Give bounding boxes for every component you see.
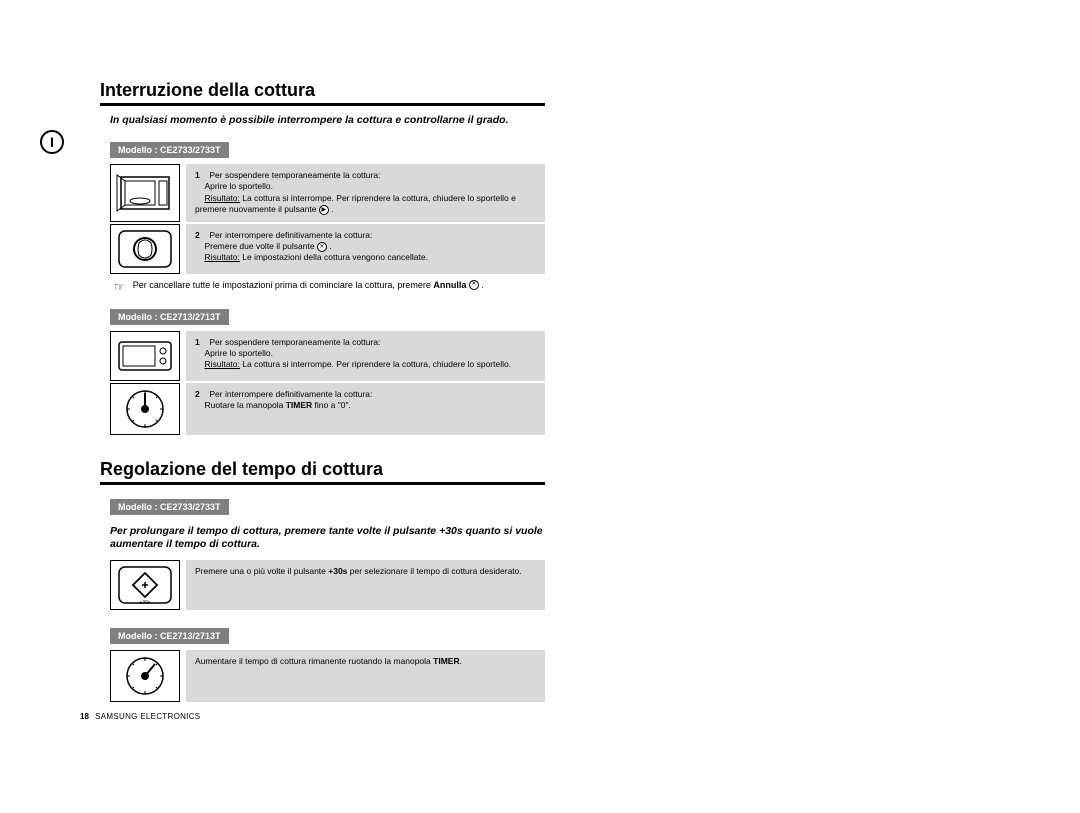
result-label: Risultato:	[204, 193, 239, 203]
plus30s-button-illustration: +30s	[110, 560, 180, 610]
section1-step-b1: 1 Per sospendere temporaneamente la cott…	[110, 331, 545, 381]
result-label: Risultato:	[204, 252, 239, 262]
section1-title: Interruzione della cottura	[100, 80, 545, 106]
cancel-icon: ✕	[469, 280, 479, 290]
svg-text:+30s: +30s	[140, 600, 151, 606]
microwave-front-illustration	[110, 331, 180, 381]
start-icon: ▶	[319, 205, 329, 215]
step-line: Aprire lo sportello.	[204, 181, 273, 191]
step-line: Per sospendere temporaneamente la cottur…	[209, 170, 380, 180]
section1-note: ☞ Per cancellare tutte le impostazioni p…	[114, 280, 545, 293]
page-footer: 18 SAMSUNG ELECTRONICS	[80, 712, 200, 721]
step-line: Per sospendere temporaneamente la cottur…	[209, 337, 380, 347]
step-number: 2	[195, 389, 207, 400]
note-bullet-icon: ☞	[114, 281, 125, 293]
step-line: Aumentare il tempo di cottura rimanente …	[195, 656, 433, 666]
language-indicator-glyph: I	[50, 134, 54, 150]
section2-step-b: Aumentare il tempo di cottura rimanente …	[110, 650, 545, 702]
step-number: 1	[195, 337, 207, 348]
step-bold: +30s	[328, 566, 347, 576]
stop-button-illustration	[110, 224, 180, 274]
microwave-open-illustration	[110, 164, 180, 222]
section1-step-a2-text: 2 Per interrompere definitivamente la co…	[186, 224, 545, 274]
result-tail: .	[331, 204, 333, 214]
section1-step-a2: 2 Per interrompere definitivamente la co…	[110, 224, 545, 274]
section2-model-b-label: Modello : CE2713/2713T	[110, 628, 229, 644]
step-line: Aprire lo sportello.	[204, 348, 273, 358]
footer-company: SAMSUNG ELECTRONICS	[95, 712, 200, 721]
step-number: 1	[195, 170, 207, 181]
section1-model-a-label: Modello : CE2733/2733T	[110, 142, 229, 158]
timer-dial-illustration	[110, 383, 180, 435]
section1-intro: In qualsiasi momento è possibile interro…	[110, 114, 545, 128]
page-number: 18	[80, 712, 89, 721]
section1-step-b2-text: 2 Per interrompere definitivamente la co…	[186, 383, 545, 435]
language-indicator-icon: I	[40, 130, 64, 154]
result-text: La cottura si interrompe. Per riprendere…	[195, 193, 516, 214]
section2-intro-a: Per prolungare il tempo di cottura, prem…	[110, 525, 545, 552]
step-line: Premere due volte il pulsante	[204, 241, 314, 251]
note-pre: Per cancellare tutte le impostazioni pri…	[133, 280, 434, 290]
section1-step-a1-text: 1 Per sospendere temporaneamente la cott…	[186, 164, 545, 222]
note-bold: Annulla	[433, 280, 466, 290]
step-bold: TIMER	[433, 656, 459, 666]
step-bold: TIMER	[286, 400, 312, 410]
note-post: .	[479, 280, 484, 290]
step-line: fino a "0".	[312, 400, 351, 410]
step-line: Per interrompere definitivamente la cott…	[209, 230, 372, 240]
timer-dial2-illustration	[110, 650, 180, 702]
section1-model-b-label: Modello : CE2713/2713T	[110, 309, 229, 325]
section2-model-a-label: Modello : CE2733/2733T	[110, 499, 229, 515]
step-line: per selezionare il tempo di cottura desi…	[347, 566, 521, 576]
step-line: .	[329, 241, 331, 251]
section2-step-a-text: Premere una o più volte il pulsante +30s…	[186, 560, 545, 610]
cancel-icon: ✕	[317, 242, 327, 252]
step-number: 2	[195, 230, 207, 241]
step-line: .	[460, 656, 462, 666]
step-line: Ruotare la manopola	[204, 400, 285, 410]
result-text: La cottura si interrompe. Per riprendere…	[242, 359, 511, 369]
section2-step-b-text: Aumentare il tempo di cottura rimanente …	[186, 650, 545, 702]
section1-step-b2: 2 Per interrompere definitivamente la co…	[110, 383, 545, 435]
step-line: Per interrompere definitivamente la cott…	[209, 389, 372, 399]
page-content: Interruzione della cottura In qualsiasi …	[100, 80, 545, 704]
result-label: Risultato:	[204, 359, 239, 369]
section1-step-b1-text: 1 Per sospendere temporaneamente la cott…	[186, 331, 545, 381]
section2-step-a: +30s Premere una o più volte il pulsante…	[110, 560, 545, 610]
note-text: Per cancellare tutte le impostazioni pri…	[133, 280, 484, 292]
section2-title: Regolazione del tempo di cottura	[100, 459, 545, 485]
result-text: Le impostazioni della cottura vengono ca…	[242, 252, 428, 262]
step-line: Premere una o più volte il pulsante	[195, 566, 328, 576]
section1-step-a1: 1 Per sospendere temporaneamente la cott…	[110, 164, 545, 222]
